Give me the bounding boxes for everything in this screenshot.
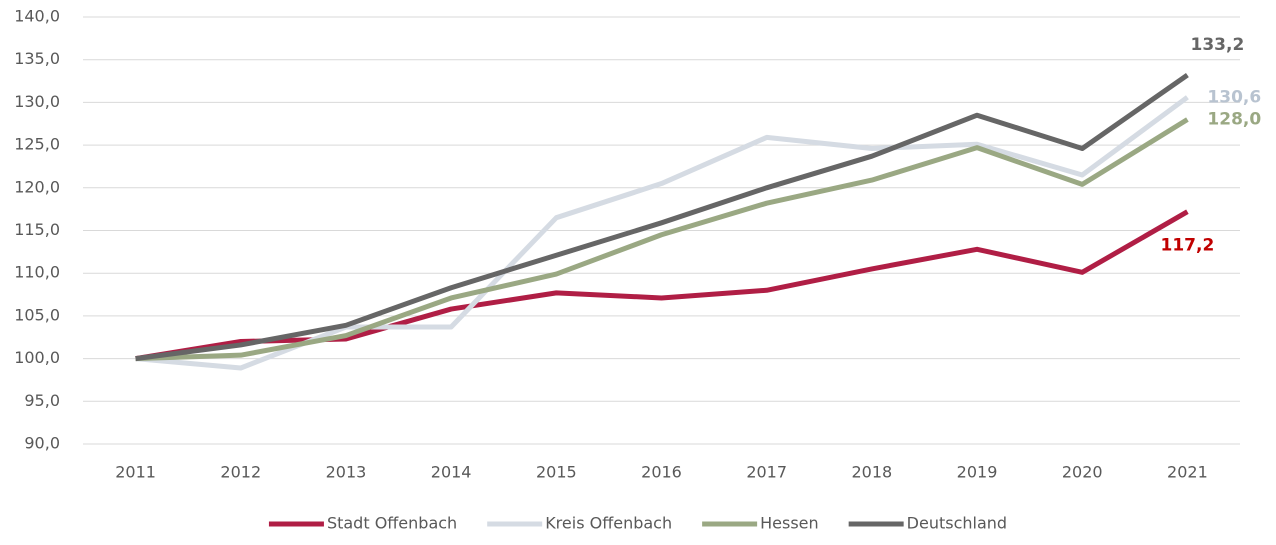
- x-tick-label: 2018: [852, 463, 893, 482]
- y-tick-label: 125,0: [14, 135, 60, 154]
- x-tick-label: 2019: [957, 463, 998, 482]
- series-line: [135, 117, 1189, 362]
- x-tick-label: 2013: [326, 463, 367, 482]
- data-label: 117,2: [1161, 236, 1215, 256]
- data-label: 128,0: [1207, 109, 1261, 129]
- y-tick-label: 105,0: [14, 305, 60, 324]
- x-tick-label: 2016: [641, 463, 682, 482]
- y-tick-label: 110,0: [14, 263, 60, 282]
- y-tick-label: 130,0: [14, 92, 60, 111]
- x-tick-label: 2021: [1167, 463, 1208, 482]
- y-tick-label: 120,0: [14, 177, 60, 196]
- y-tick-label: 95,0: [24, 391, 60, 410]
- y-tick-label: 135,0: [14, 49, 60, 68]
- y-tick-label: 140,0: [14, 7, 60, 26]
- x-tick-label: 2014: [431, 463, 472, 482]
- data-label: 130,6: [1207, 87, 1261, 107]
- y-tick-label: 115,0: [14, 220, 60, 239]
- series-line: [135, 73, 1189, 362]
- x-tick-label: 2012: [220, 463, 261, 482]
- y-tick-label: 100,0: [14, 348, 60, 367]
- x-tick-label: 2011: [115, 463, 156, 482]
- x-tick-label: 2020: [1062, 463, 1103, 482]
- legend-label: Deutschland: [907, 514, 1007, 533]
- legend-label: Kreis Offenbach: [545, 514, 672, 533]
- data-label: 133,2: [1191, 35, 1245, 55]
- x-tick-label: 2015: [536, 463, 577, 482]
- x-tick-label: 2017: [746, 463, 787, 482]
- legend-label: Hessen: [760, 514, 819, 533]
- y-tick-label: 90,0: [24, 434, 60, 453]
- legend-label: Stadt Offenbach: [327, 514, 457, 533]
